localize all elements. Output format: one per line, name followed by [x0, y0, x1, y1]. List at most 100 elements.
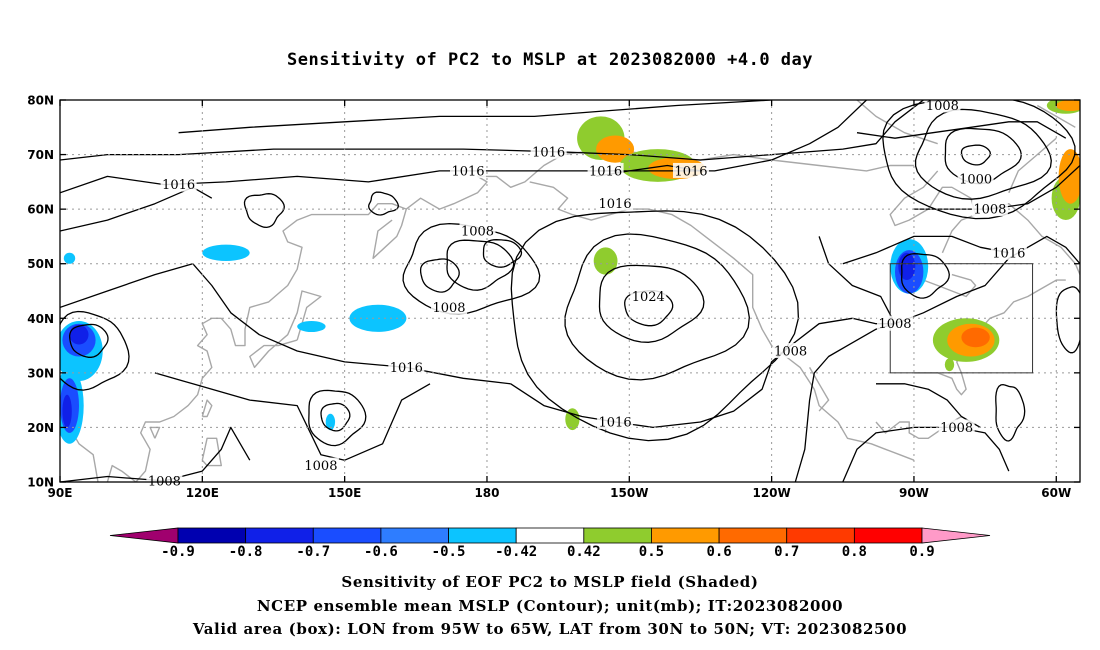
contour-line: [876, 383, 981, 428]
contour-label-bg: [431, 299, 468, 315]
contour-label-bg: [146, 472, 183, 488]
coastline: [889, 170, 977, 254]
contour-line: [901, 253, 950, 299]
coastline: [201, 399, 213, 418]
contour-label: 1016: [451, 164, 484, 179]
contour-label: 1008: [774, 345, 807, 360]
shaded-region: [593, 247, 618, 275]
coastline: [856, 100, 938, 145]
contour-label: 1016: [599, 197, 632, 212]
contour-line: [178, 100, 772, 134]
y-tick-label: 40N: [27, 312, 54, 326]
x-tick-label: 150W: [610, 486, 648, 500]
shaded-region: [1058, 149, 1080, 204]
contour-label-bg: [924, 97, 961, 113]
contour-label: 1000: [959, 173, 992, 188]
contour-line: [1055, 286, 1080, 354]
contour-line: [446, 239, 515, 291]
y-tick-label: 60N: [27, 203, 54, 217]
contour-label: 1008: [461, 224, 494, 239]
contour-line: [68, 323, 109, 358]
shaded-region: [961, 327, 990, 348]
coastline: [149, 426, 161, 439]
y-tick-label: 50N: [27, 257, 54, 271]
contour-line: [419, 258, 460, 293]
contour-line: [368, 191, 399, 216]
contour-label-bg: [597, 195, 634, 211]
y-tick-label: 30N: [27, 366, 54, 380]
contour-label: 1008: [940, 421, 973, 436]
x-tick-label: 180: [474, 486, 499, 500]
y-tick-label: 20N: [27, 421, 54, 435]
contour-line: [598, 264, 705, 343]
contour-label-bg: [938, 419, 975, 435]
contour-label-bg: [160, 176, 197, 192]
contour-label: 1016: [674, 164, 707, 179]
shaded-region: [349, 304, 407, 332]
contour-line: [995, 383, 1026, 442]
contour-label-bg: [957, 171, 994, 187]
contour-label-bg: [772, 343, 809, 359]
contour-label-bg: [459, 222, 496, 238]
contour-line: [818, 236, 896, 325]
contour-line: [60, 310, 130, 391]
contour-line: [856, 121, 1067, 139]
contour-line: [882, 100, 1076, 220]
contour-label: 1008: [973, 203, 1006, 218]
contour-label-bg: [630, 288, 667, 304]
contour-line: [944, 127, 1022, 185]
x-tick-label: 150E: [328, 486, 361, 500]
x-tick-label: 120E: [186, 486, 219, 500]
contour-label-bg: [530, 143, 567, 159]
x-tick-label: 90E: [48, 486, 73, 500]
contour-label: 1016: [162, 178, 195, 193]
contour-line: [510, 210, 800, 442]
coastline: [529, 181, 915, 461]
contour-label-bg: [876, 315, 913, 331]
contour-line: [402, 222, 541, 315]
y-tick-label: 70N: [27, 148, 54, 162]
contour-label: 1016: [992, 246, 1025, 261]
contour-line: [482, 239, 523, 268]
plot-title: Sensitivity of PC2 to MSLP at 2023082000…: [286, 50, 813, 70]
shaded-region: [1056, 100, 1080, 111]
shaded-region: [325, 413, 336, 431]
y-tick-label: 80N: [27, 94, 54, 108]
contour-label: 1016: [390, 361, 423, 376]
contour-label: 1016: [599, 415, 632, 430]
mslp-contours: [60, 100, 1080, 482]
contour-line: [60, 100, 924, 161]
caption-contour: NCEP ensemble mean MSLP (Contour); unit(…: [256, 597, 844, 615]
contour-label-bg: [302, 457, 339, 473]
shaded-region: [596, 135, 635, 163]
shaded-region: [944, 358, 955, 372]
shaded-region: [62, 394, 72, 428]
shaded-region: [565, 408, 580, 431]
contour-line: [243, 193, 285, 229]
contour-line: [60, 186, 213, 232]
contour-line: [914, 165, 1080, 210]
contour-line: [564, 233, 750, 381]
map-frame: [59, 99, 1081, 483]
contour-label: 1016: [532, 145, 565, 160]
contour-label-bg: [990, 244, 1027, 260]
contour-line: [794, 323, 896, 482]
map-plot: 1016 1016 1016 1016 1016 1016 1008 1008 1016 1024…: [27, 94, 1081, 500]
contour-label: 1024: [632, 290, 665, 305]
contour-label: 1008: [304, 459, 337, 474]
axis-ticks: 90E 120E 150E 180 150W 120W 90W 60W 10N 20N 30N 40N…: [27, 94, 1080, 500]
y-tick-label: 10N: [27, 476, 54, 490]
contour-line: [320, 402, 351, 432]
contour-label: 1008: [878, 317, 911, 332]
coastline: [405, 148, 914, 210]
coastline: [1008, 137, 1057, 194]
shaded-region: [898, 252, 916, 280]
shaded-region: [202, 244, 250, 261]
coastline: [106, 203, 407, 482]
contour-labels: 1016 1016 1016 1016 1016 1016 1008 1008 1016 1024…: [146, 97, 1027, 489]
contour-label-bg: [450, 162, 486, 178]
contour-label-bg: [672, 162, 709, 178]
x-tick-label: 120W: [752, 486, 790, 500]
caption-shaded: Sensitivity of EOF PC2 to MSLP field (Sh…: [341, 573, 759, 591]
contour-label: 1008: [432, 301, 465, 316]
